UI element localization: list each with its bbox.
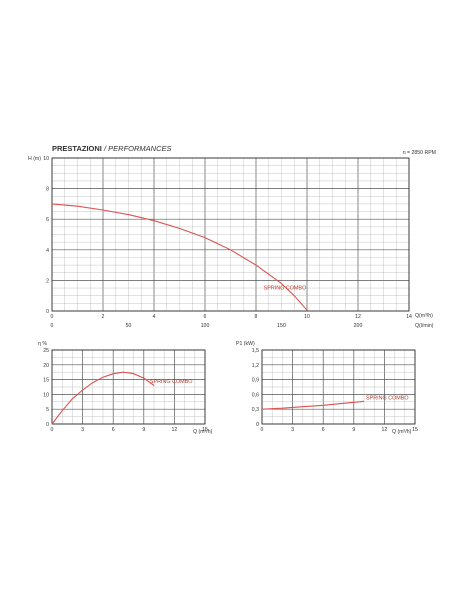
y-tick-label: 0,6 xyxy=(252,392,259,398)
chart-subtitle-text: PERFORMANCES xyxy=(108,144,171,153)
series-label: SPRING COMBO xyxy=(366,395,409,401)
chart-title: PRESTAZIONI xyxy=(52,144,102,153)
y-tick-label: 0,3 xyxy=(252,407,259,413)
main-x-axis-label: Q(m³/h) xyxy=(415,313,433,319)
x-tick-label: 12 xyxy=(172,427,178,433)
x2-tick-label: 100 xyxy=(201,323,210,329)
rpm-annotation: n = 2850 RPM xyxy=(403,150,436,156)
x-tick-label: 9 xyxy=(352,427,355,433)
x-tick-label: 15 xyxy=(412,427,418,433)
power-x-axis-label: Q (m³/h) xyxy=(392,429,412,435)
y-tick-label: 8 xyxy=(46,187,49,193)
y-tick-label: 1,2 xyxy=(252,363,259,369)
y-tick-label: 20 xyxy=(43,363,49,369)
power-chart: 0 3 6 9 12 15 0 0,3 0,6 0,9 1,2 1,5 SPRING COMBO xyxy=(252,348,418,433)
y-tick-label: 0 xyxy=(256,422,259,428)
x-tick-label: 3 xyxy=(81,427,84,433)
efficiency-y-axis-label: η % xyxy=(38,341,47,347)
main-x2-axis-label: Q(l/min) xyxy=(415,323,434,329)
y-tick-label: 6 xyxy=(46,217,49,223)
y-tick-label: 1,5 xyxy=(252,348,259,354)
x-tick-label: 4 xyxy=(153,314,156,320)
y-tick-label: 0 xyxy=(46,422,49,428)
y-tick-label: 2 xyxy=(46,278,49,284)
y-tick-label: 0 xyxy=(46,309,49,315)
x-tick-label: 3 xyxy=(291,427,294,433)
x-tick-label: 0 xyxy=(51,314,54,320)
x-tick-label: 6 xyxy=(112,427,115,433)
x-tick-label: 2 xyxy=(102,314,105,320)
y-tick-label: 10 xyxy=(43,156,49,162)
x-tick-label: 6 xyxy=(204,314,207,320)
y-tick-label: 10 xyxy=(43,392,49,398)
y-tick-label: 5 xyxy=(46,407,49,413)
series-label: SPRING COMBO xyxy=(150,379,193,385)
x-tick-label: 12 xyxy=(355,314,361,320)
x-tick-label: 8 xyxy=(255,314,258,320)
grid xyxy=(52,350,205,424)
y-tick-label: 15 xyxy=(43,378,49,384)
efficiency-chart: 0 3 6 9 12 15 0 5 10 15 20 25 SPRING COMBO xyxy=(43,348,208,433)
power-y-axis-label: P1 (kW) xyxy=(236,341,255,347)
x2-tick-label: 200 xyxy=(354,323,363,329)
x-tick-label: 12 xyxy=(382,427,388,433)
x-tick-label: 0 xyxy=(51,427,54,433)
grid xyxy=(262,350,415,424)
x-tick-label: 6 xyxy=(322,427,325,433)
x-tick-label: 15 xyxy=(202,427,208,433)
chart-subtitle: / PERFORMANCES xyxy=(103,144,172,153)
x-tick-label: 10 xyxy=(304,314,310,320)
series-label: SPRING COMBO xyxy=(264,286,307,292)
x-tick-label: 0 xyxy=(261,427,264,433)
x2-tick-label: 150 xyxy=(277,323,286,329)
x2-tick-label: 0 xyxy=(51,323,54,329)
main-y-axis-label: H (m) xyxy=(28,156,41,162)
x-tick-label: 14 xyxy=(406,314,412,320)
y-tick-label: 25 xyxy=(43,348,49,354)
grid xyxy=(52,158,409,311)
x-tick-label: 9 xyxy=(142,427,145,433)
x2-tick-label: 50 xyxy=(126,323,132,329)
y-tick-label: 0,9 xyxy=(252,378,259,384)
y-tick-label: 4 xyxy=(46,248,49,254)
